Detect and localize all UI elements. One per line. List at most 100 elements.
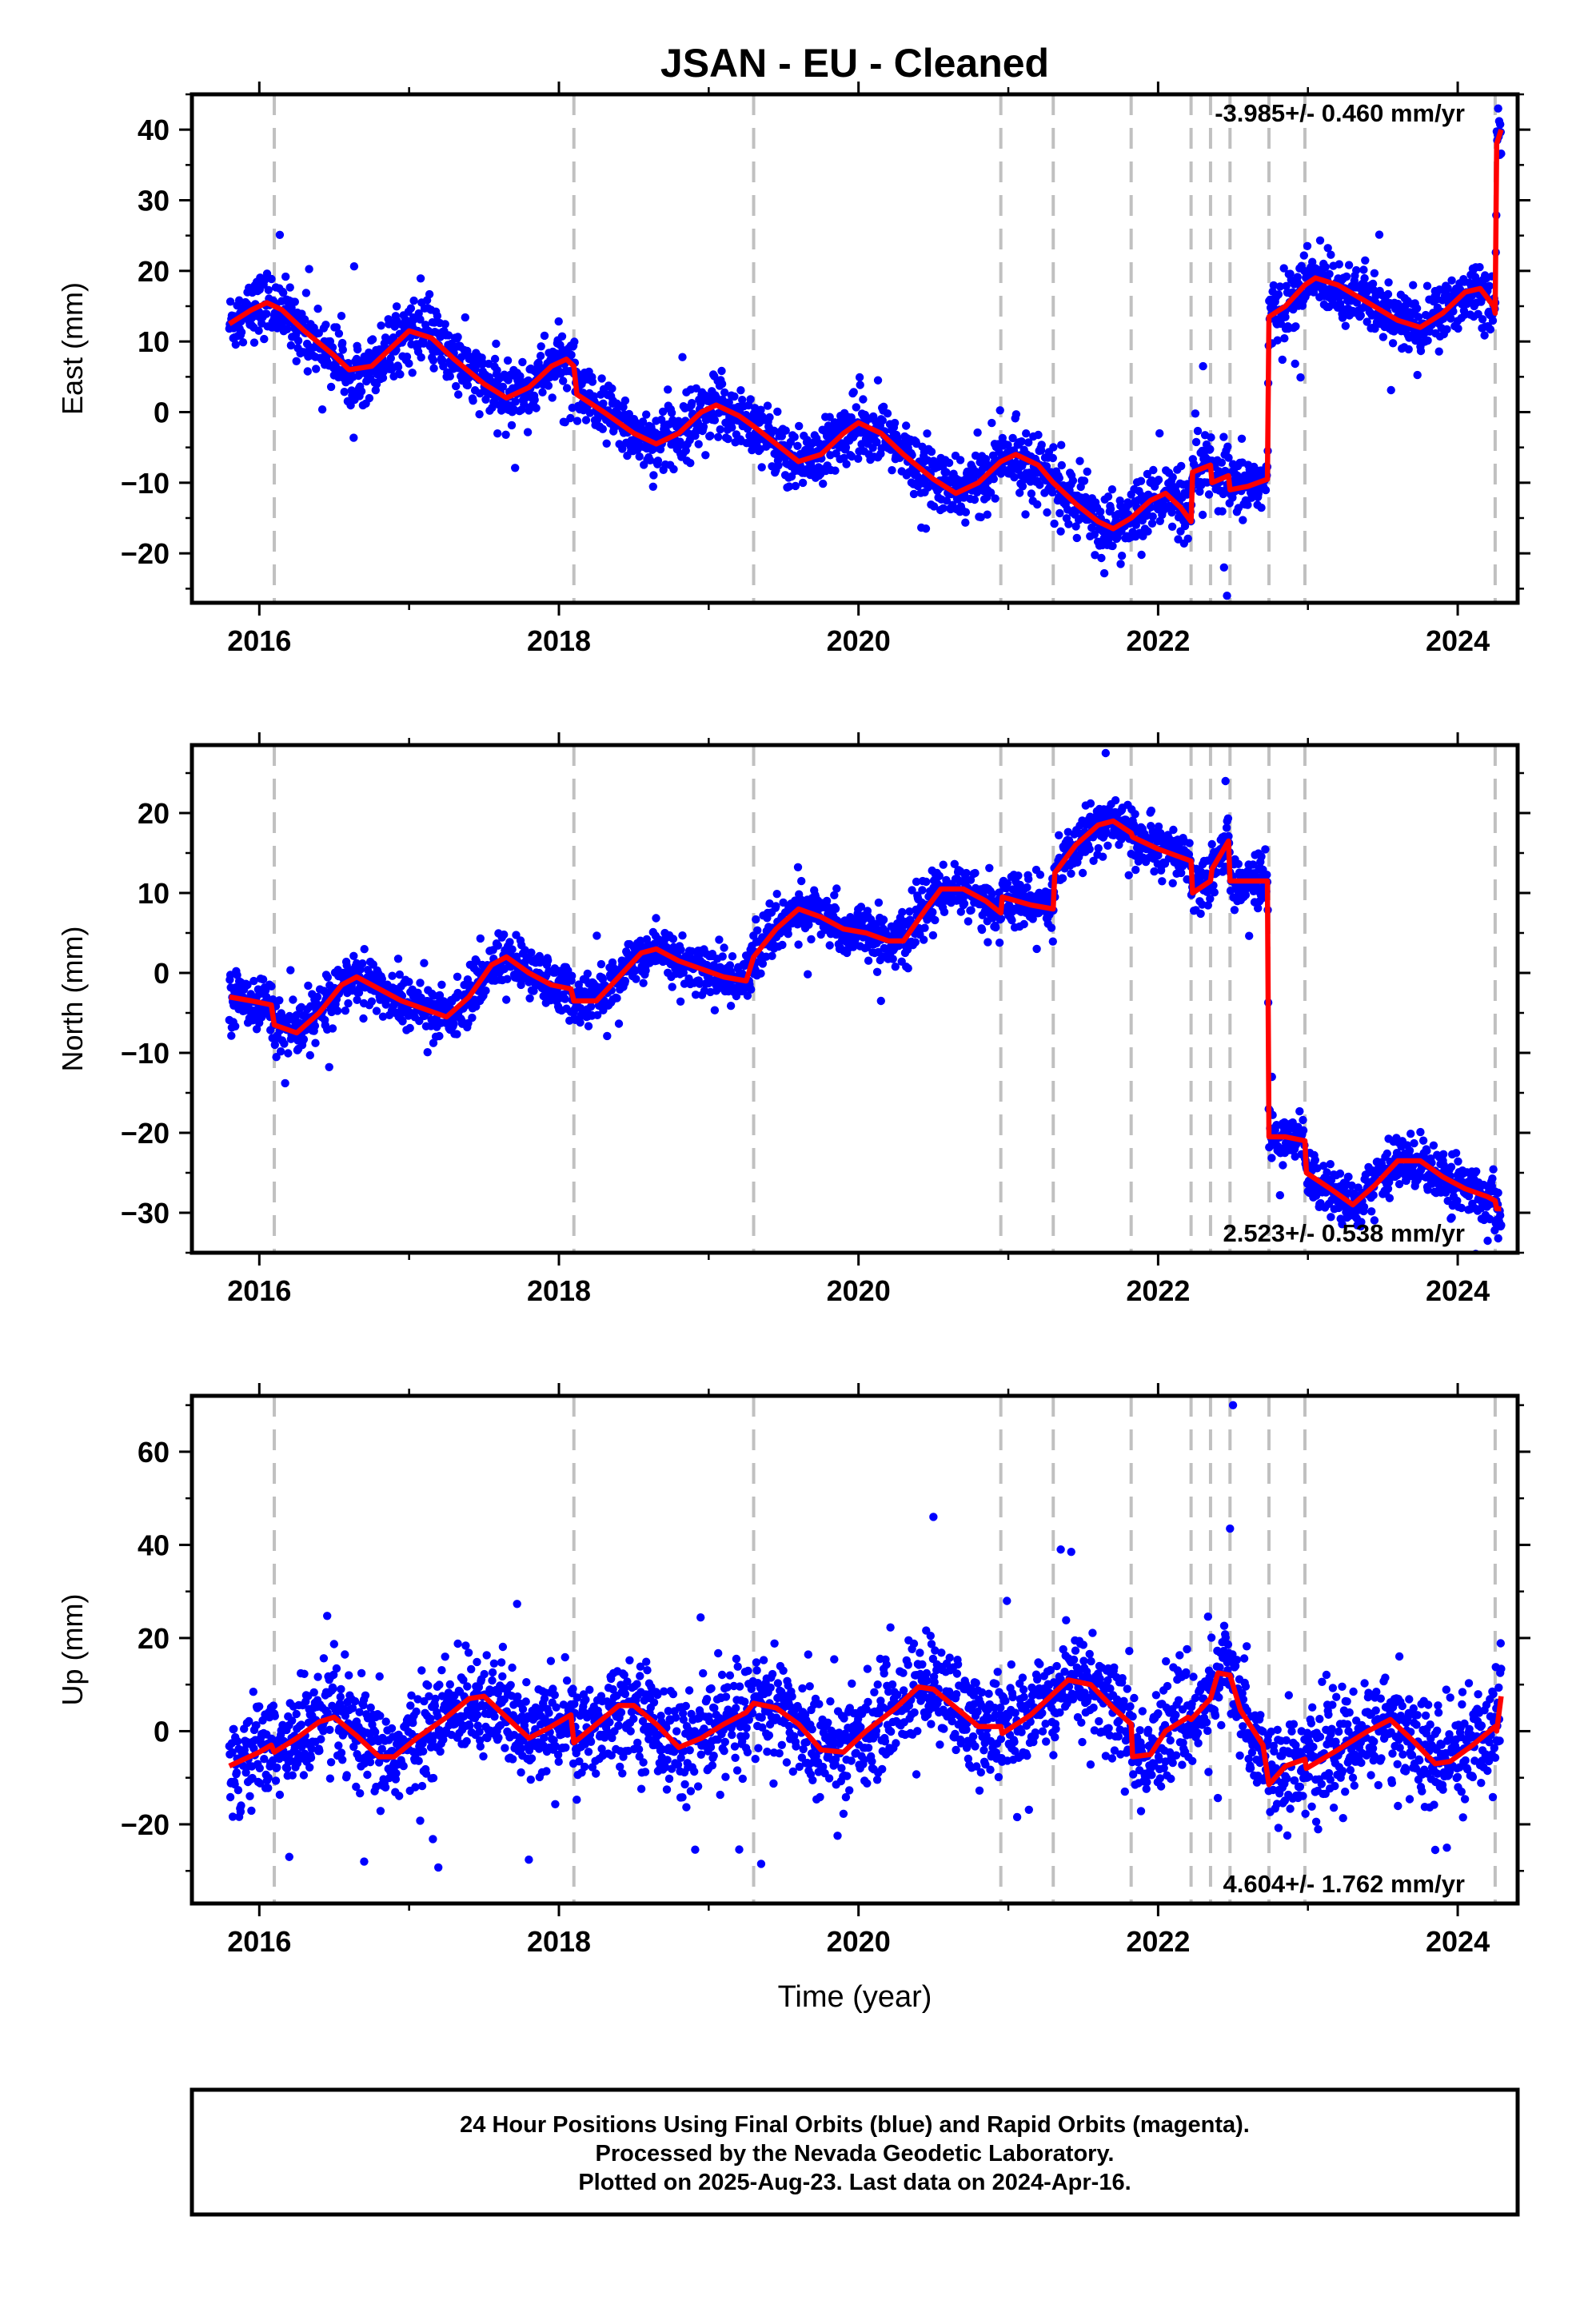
data-point bbox=[382, 1000, 390, 1008]
data-point bbox=[311, 1022, 319, 1030]
data-point bbox=[1322, 263, 1330, 271]
data-point bbox=[891, 419, 899, 427]
y-axis-label-east: East (mm) bbox=[56, 282, 89, 415]
data-point bbox=[265, 286, 273, 294]
data-point bbox=[608, 385, 616, 393]
data-point bbox=[794, 940, 802, 948]
data-point bbox=[1294, 273, 1302, 281]
data-point bbox=[964, 917, 972, 925]
data-point bbox=[396, 370, 404, 378]
data-point bbox=[312, 365, 320, 373]
data-point bbox=[902, 421, 910, 429]
data-point bbox=[573, 417, 581, 425]
data-point bbox=[592, 931, 600, 939]
data-point bbox=[333, 1007, 341, 1015]
data-point bbox=[1275, 290, 1283, 298]
data-point bbox=[1032, 945, 1040, 953]
data-point bbox=[971, 869, 979, 877]
data-point bbox=[1423, 337, 1431, 345]
data-point bbox=[424, 1048, 432, 1056]
data-point bbox=[1014, 871, 1022, 879]
data-point bbox=[1291, 360, 1299, 368]
data-point bbox=[417, 353, 425, 361]
data-point bbox=[773, 890, 781, 898]
data-point bbox=[794, 863, 802, 871]
data-point bbox=[752, 915, 760, 923]
data-point bbox=[720, 943, 728, 951]
data-point bbox=[1104, 492, 1112, 500]
data-point bbox=[1345, 261, 1353, 269]
data-point bbox=[1027, 489, 1035, 497]
y-tick-label: 40 bbox=[138, 114, 170, 146]
data-point bbox=[842, 460, 850, 468]
data-point bbox=[632, 975, 640, 983]
data-point bbox=[792, 482, 800, 490]
data-point bbox=[1220, 564, 1228, 572]
data-point bbox=[327, 383, 335, 391]
data-point bbox=[239, 338, 247, 346]
data-point bbox=[945, 459, 953, 467]
data-point bbox=[435, 1032, 443, 1040]
data-point bbox=[1218, 507, 1226, 515]
data-point bbox=[1073, 534, 1081, 542]
data-point bbox=[1168, 523, 1176, 531]
data-point bbox=[453, 333, 461, 341]
data-point bbox=[1218, 459, 1226, 467]
data-point bbox=[940, 861, 948, 869]
data-point bbox=[1158, 877, 1166, 885]
data-point bbox=[1231, 906, 1239, 914]
data-point bbox=[368, 998, 376, 1006]
data-point bbox=[706, 432, 714, 440]
data-point bbox=[585, 1022, 592, 1030]
data-point bbox=[475, 410, 483, 418]
data-point bbox=[1475, 263, 1483, 271]
data-point bbox=[1100, 569, 1108, 577]
data-point bbox=[1343, 273, 1351, 281]
data-point bbox=[898, 908, 906, 916]
data-point bbox=[518, 358, 526, 366]
data-point bbox=[231, 1022, 239, 1030]
data-point bbox=[1352, 266, 1360, 274]
data-point bbox=[621, 397, 629, 405]
data-point bbox=[639, 979, 647, 987]
data-point bbox=[695, 440, 703, 448]
data-point bbox=[859, 395, 867, 403]
data-point bbox=[652, 914, 660, 922]
data-point bbox=[928, 448, 936, 456]
x-tick-label: 2024 bbox=[1426, 624, 1490, 657]
data-point bbox=[1057, 441, 1065, 449]
data-point bbox=[615, 1019, 623, 1027]
data-point bbox=[502, 995, 510, 1003]
data-point bbox=[300, 1035, 308, 1043]
data-point bbox=[929, 931, 937, 939]
data-point bbox=[324, 973, 332, 981]
data-point bbox=[284, 1049, 292, 1057]
data-point bbox=[267, 983, 275, 991]
data-point bbox=[511, 464, 519, 472]
data-point bbox=[1059, 875, 1067, 883]
y-tick-label: 0 bbox=[154, 397, 170, 429]
data-point bbox=[1254, 904, 1262, 912]
data-point bbox=[425, 290, 433, 298]
data-point bbox=[589, 377, 596, 385]
data-point bbox=[492, 340, 500, 348]
data-point bbox=[649, 471, 657, 479]
data-point bbox=[544, 956, 552, 964]
data-point bbox=[555, 317, 563, 325]
data-point bbox=[339, 345, 347, 353]
data-point bbox=[433, 312, 441, 320]
data-point bbox=[904, 964, 912, 972]
data-point bbox=[1086, 845, 1094, 853]
data-point bbox=[500, 931, 508, 939]
data-point bbox=[1257, 504, 1265, 512]
data-point bbox=[508, 945, 516, 953]
data-point bbox=[373, 1007, 381, 1015]
data-point bbox=[1108, 485, 1116, 493]
data-point bbox=[923, 429, 931, 437]
data-point bbox=[984, 938, 991, 946]
data-point bbox=[441, 320, 449, 328]
data-point bbox=[1257, 852, 1265, 860]
data-point bbox=[856, 373, 864, 381]
data-point bbox=[1414, 371, 1422, 379]
data-point bbox=[772, 902, 780, 910]
